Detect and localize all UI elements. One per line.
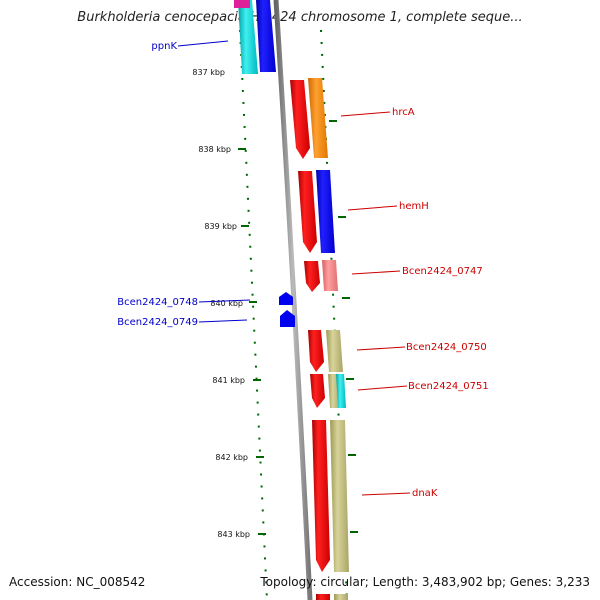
label-Bcen2424_0749[interactable]: Bcen2424_0749 (117, 317, 198, 328)
accession-text: Accession: NC_008542 (9, 575, 146, 589)
gene-hemH[interactable] (298, 170, 335, 253)
tick-marks-right (329, 120, 358, 533)
label-ppnK[interactable]: ppnK (151, 41, 177, 52)
label-hemH[interactable]: hemH (399, 201, 429, 212)
leader-lines (177, 40, 411, 496)
gene-Bcen2424_0749[interactable] (280, 310, 295, 327)
tick-label-841: 841 kbp (212, 376, 245, 385)
label-Bcen2424_0750[interactable]: Bcen2424_0750 (406, 342, 487, 353)
gene-ppnK[interactable] (234, 0, 276, 74)
label-Bcen2424_0748[interactable]: Bcen2424_0748 (117, 297, 198, 308)
tick-label-840: 840 kbp (210, 299, 243, 308)
gene-Bcen2424_0751[interactable] (310, 374, 346, 408)
tick-label-843: 843 kbp (217, 530, 250, 539)
gene-Bcen2424_0748[interactable] (279, 292, 293, 305)
topology-summary: Topology: circular; Length: 3,483,902 bp… (260, 575, 590, 589)
tick-label-837: 837 kbp (192, 68, 225, 77)
tick-label-842: 842 kbp (215, 453, 248, 462)
gene-hrcA[interactable] (290, 78, 328, 159)
gene-Bcen2424_0750[interactable] (308, 330, 343, 372)
label-Bcen2424_0747[interactable]: Bcen2424_0747 (402, 266, 483, 277)
map-title: Burkholderia cenocepacia HI2424 chromoso… (77, 10, 523, 25)
gene-dnaK[interactable] (312, 420, 349, 572)
label-Bcen2424_0751[interactable]: Bcen2424_0751 (408, 381, 489, 392)
gene-Bcen2424_0747[interactable] (304, 260, 338, 292)
chromosome-backbone (273, 0, 313, 600)
label-hrcA[interactable]: hrcA (392, 107, 415, 118)
tick-label-839: 839 kbp (204, 222, 237, 231)
gene-next[interactable] (316, 594, 348, 600)
label-dnaK[interactable]: dnaK (412, 488, 438, 499)
tick-label-838: 838 kbp (198, 145, 231, 154)
